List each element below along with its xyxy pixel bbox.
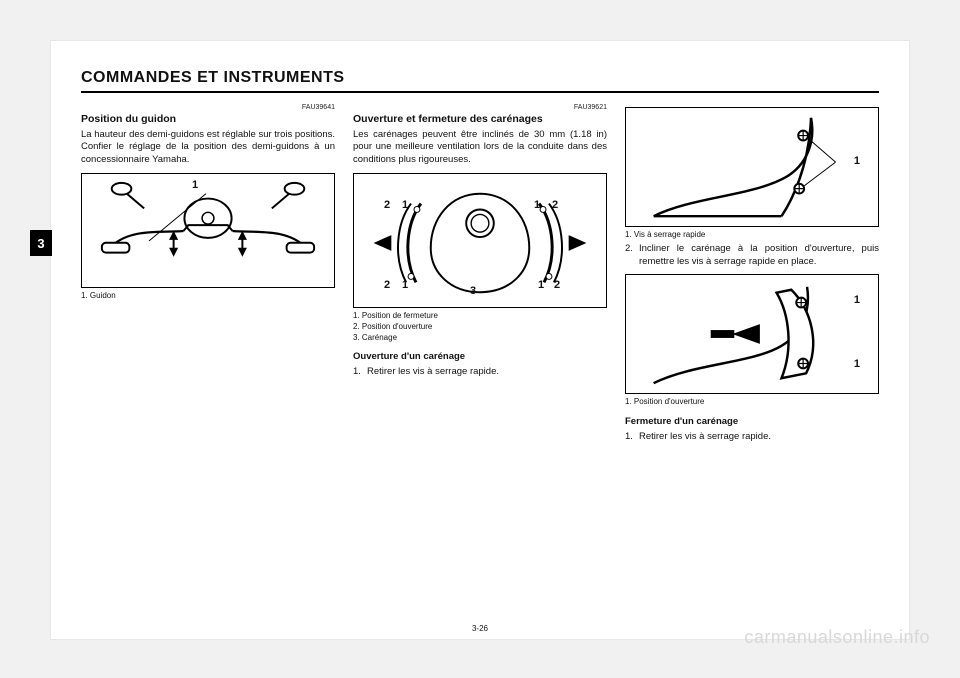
- section-title: Ouverture et fermeture des caré­nages: [353, 112, 607, 126]
- figure-label-1: 1: [192, 178, 198, 193]
- fairing-open-svg: [626, 275, 878, 393]
- handlebar-svg: [82, 174, 334, 287]
- figure-fairings-top: 1 2 1 2 1 2 1 2 3: [353, 173, 607, 308]
- list-num: 1.: [625, 431, 639, 444]
- section-title: Position du guidon: [81, 112, 335, 126]
- list-num: 1.: [353, 366, 367, 379]
- caption-line: 3. Carénage: [353, 333, 607, 344]
- figure-handlebar: 1: [81, 173, 335, 288]
- content-columns: FAU39641 Position du guidon La hauteur d…: [81, 101, 879, 446]
- list-text: Retirer les vis à serrage rapide.: [367, 366, 607, 379]
- list-num: 2.: [625, 243, 639, 269]
- body-paragraph: Les carénages peuvent être inclinés de 3…: [353, 129, 607, 167]
- list-text: Retirer les vis à serrage rapide.: [639, 431, 879, 444]
- column-1: FAU39641 Position du guidon La hauteur d…: [81, 101, 335, 446]
- sub-section-title: Fermeture d'un carénage: [625, 416, 879, 429]
- page-number: 3-26: [51, 624, 909, 633]
- figure-caption: 1. Position de fermeture 2. Position d'o…: [353, 311, 607, 343]
- figure-label: 2: [554, 278, 560, 293]
- figure-label: 1: [538, 278, 544, 293]
- figure-fairing-screws: 1: [625, 107, 879, 227]
- caption-line: 2. Position d'ouverture: [353, 322, 607, 333]
- figure-label: 3: [470, 284, 476, 299]
- page-title: COMMANDES ET INSTRUMENTS: [81, 69, 879, 87]
- list-item: 2. Incliner le carénage à la position d'…: [625, 243, 879, 269]
- ref-code: FAU39641: [81, 103, 335, 112]
- fairing-screws-svg: [626, 108, 878, 226]
- chapter-tab: 3: [30, 230, 52, 256]
- column-3: 1 1. Vis à serrage rapide 2. Incliner le…: [625, 101, 879, 446]
- caption-line: 1. Position de fermeture: [353, 311, 607, 322]
- figure-label: 1: [854, 293, 860, 308]
- figure-label: 2: [552, 198, 558, 213]
- figure-fairing-open: 1 1: [625, 274, 879, 394]
- figure-label: 1: [854, 357, 860, 372]
- figure-caption: 1. Position d'ouverture: [625, 397, 879, 408]
- page-header: COMMANDES ET INSTRUMENTS: [81, 69, 879, 93]
- figure-label: 1: [534, 198, 540, 213]
- figure-label: 1: [854, 154, 860, 169]
- figure-label: 2: [384, 198, 390, 213]
- sub-section-title: Ouverture d'un carénage: [353, 351, 607, 364]
- ref-code: FAU39621: [353, 103, 607, 112]
- figure-caption: 1. Guidon: [81, 291, 335, 302]
- fairings-top-svg: [354, 174, 606, 307]
- figure-caption: 1. Vis à serrage rapide: [625, 230, 879, 241]
- figure-label: 1: [402, 198, 408, 213]
- list-item: 1. Retirer les vis à serrage rapide.: [625, 431, 879, 444]
- list-text: Incliner le carénage à la position d'ouv…: [639, 243, 879, 269]
- body-paragraph: La hauteur des demi-guidons est réglable…: [81, 129, 335, 167]
- manual-page: COMMANDES ET INSTRUMENTS FAU39641 Positi…: [50, 40, 910, 640]
- column-2: FAU39621 Ouverture et fermeture des caré…: [353, 101, 607, 446]
- list-item: 1. Retirer les vis à serrage rapide.: [353, 366, 607, 379]
- figure-label: 2: [384, 278, 390, 293]
- figure-label: 1: [402, 278, 408, 293]
